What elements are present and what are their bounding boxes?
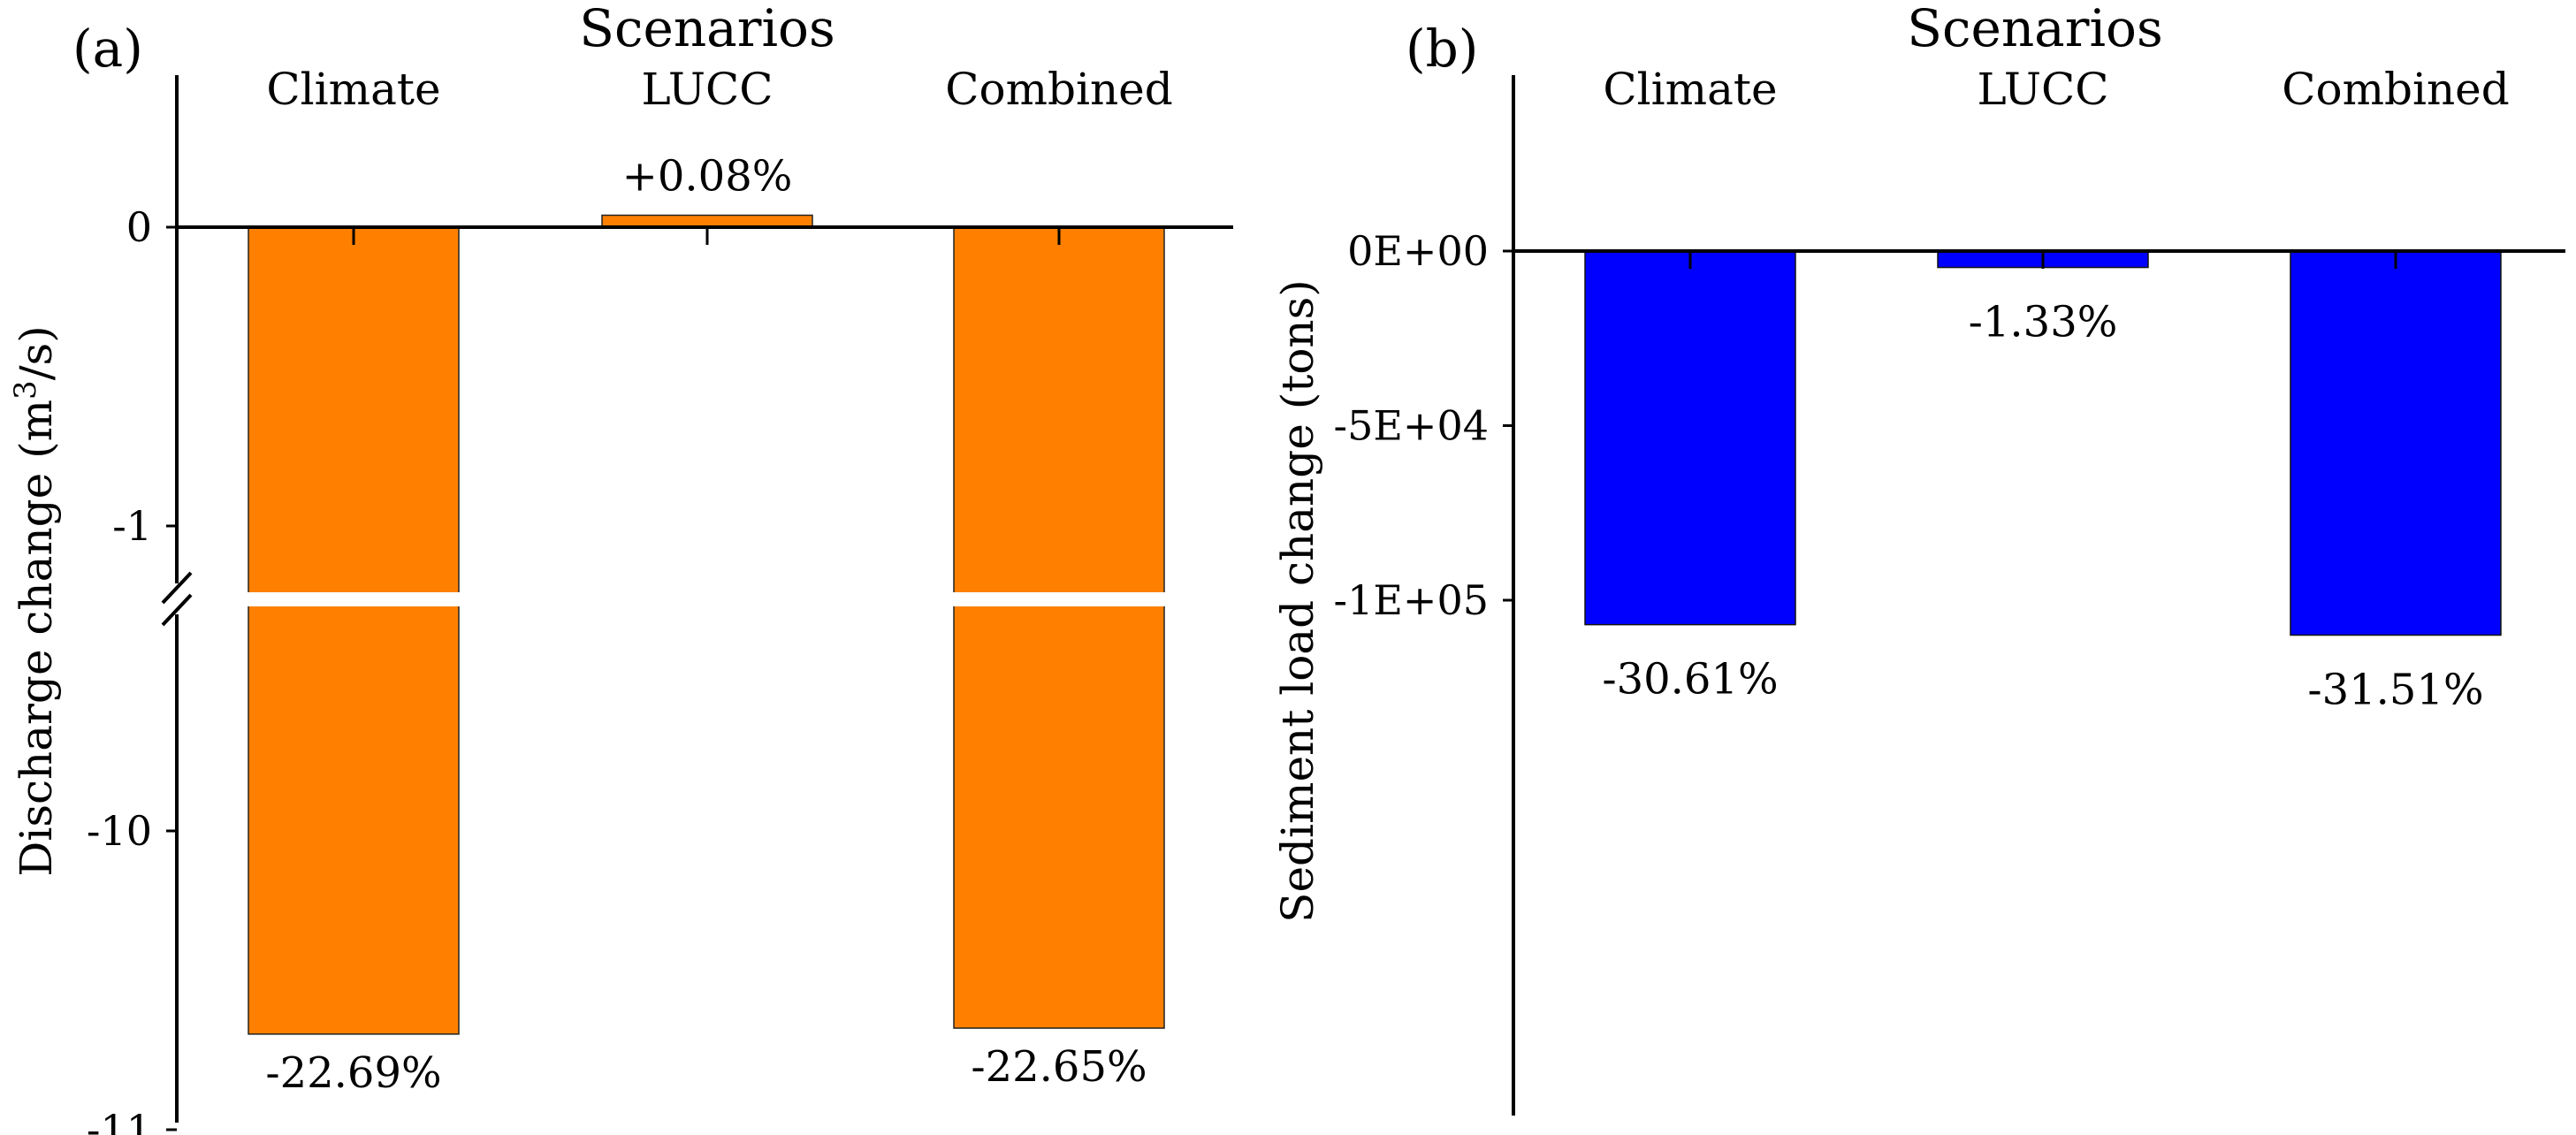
panel-a-label: (a) [72,19,143,79]
panel-b-y-ticks: 0E+00 -5E+04 -1E+05 [1334,227,1513,624]
panel-a-y-tick-label: -1 [112,502,152,550]
panel-b-bars [1584,250,2502,636]
panel-b-y-tick-label: -5E+04 [1334,402,1489,450]
panel-a-bar [953,226,1165,1029]
panel-b-y-axis-title: Sediment load change (tons) [1272,279,1323,923]
panel-a-ylabel-sup: 3 [8,380,43,400]
panel-b-category-label: LUCC [1977,64,2108,115]
panel-a-category-label: Combined [945,64,1173,115]
panel-a-category-label: Climate [266,64,440,115]
panel-b-data-label: -30.61% [1602,655,1778,705]
panel-b-category-label: Combined [2282,64,2510,115]
panel-b-x-ticks [1688,251,2397,269]
panel-a-category-label: LUCC [641,64,773,115]
panel-a-data-label: -22.69% [265,1048,441,1098]
panel-b: (b) Scenarios Climate LUCC Combined 0E+0… [1272,0,2565,1116]
panel-a-bar [248,226,460,1035]
panel-b-bar [1584,250,1796,626]
panel-b-y-tick-label: -1E+05 [1334,576,1489,624]
panel-a-y-axis-title: Discharge change (m3/s) [8,325,62,876]
panel-b-category-label: Climate [1603,64,1777,115]
panel-a: (a) Scenarios Climate LUCC Combined 0 -1 -… [8,0,1233,1135]
panel-b-title: Scenarios [1907,0,2162,58]
panel-a-bar [601,214,813,228]
panel-a-axis-break-mark [161,593,193,627]
panel-a-ylabel-main: Discharge change (m [11,400,62,877]
panel-b-bar [2290,250,2502,636]
panel-a-y-tick-label: -10 [87,807,152,855]
panel-a-x-ticks [352,227,1061,245]
panel-a-data-label: +0.08% [622,151,793,201]
panel-a-break-gap [239,592,1176,606]
panel-a-bars [248,214,1165,1035]
panel-b-data-label: -31.51% [2307,666,2483,715]
panel-a-y-tick-label: -11 [87,1106,152,1135]
panel-a-data-label: -22.65% [971,1042,1147,1092]
panel-b-data-label: -1.33% [1969,298,2118,347]
panel-a-y-ticks: 0 -1 -10 -11 [87,203,177,1135]
panel-b-y-tick-label: 0E+00 [1347,227,1489,275]
panel-a-ylabel-end: /s) [11,325,62,380]
panel-a-y-tick-label: 0 [126,203,152,251]
panel-a-axis-break-mark [161,571,193,605]
panel-a-title: Scenarios [579,0,835,58]
panel-b-label: (b) [1406,19,1478,79]
